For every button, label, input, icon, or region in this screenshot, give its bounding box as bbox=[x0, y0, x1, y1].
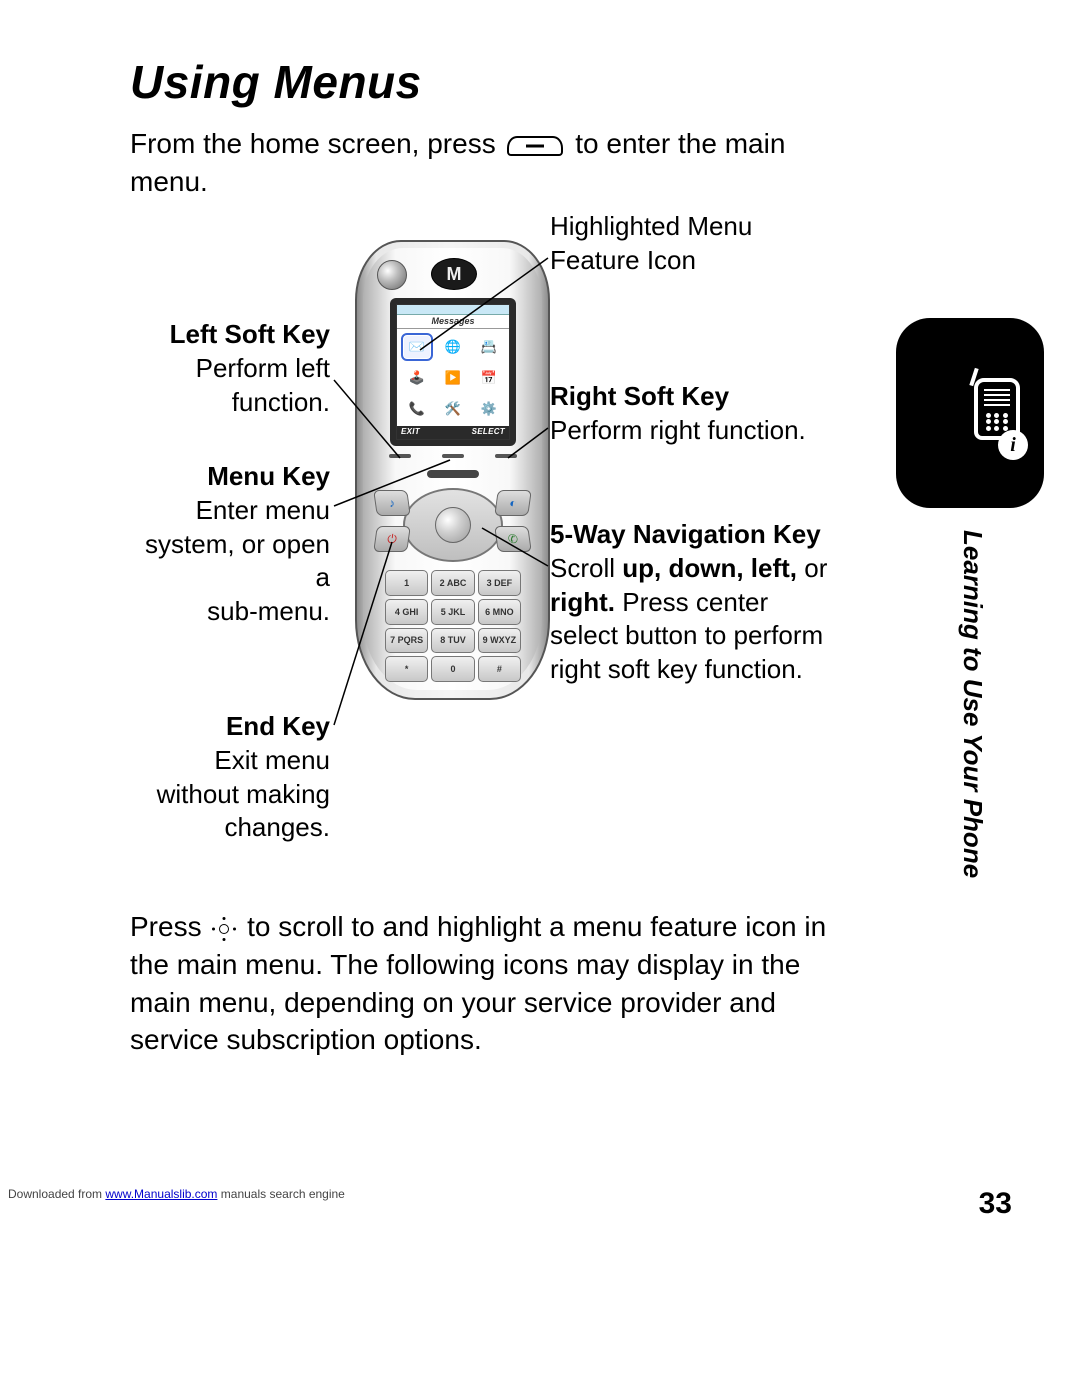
label-5way-body: Scroll up, down, left, or right. Press c… bbox=[550, 552, 830, 687]
keypad: 12 ABC3 DEF 4 GHI5 JKL6 MNO 7 PQRS8 TUV9 W… bbox=[385, 570, 521, 682]
label-menu-key: Menu Key Enter menu system, or open a su… bbox=[130, 460, 330, 629]
menu-app-icon: 🛠️ bbox=[440, 398, 466, 420]
keypad-key: 6 MNO bbox=[478, 599, 521, 625]
label-5way-key: 5-Way Navigation Key Scroll up, down, le… bbox=[550, 518, 830, 687]
label-menu-key-body: Enter menu system, or open a sub-menu. bbox=[130, 494, 330, 629]
menu-app-icon: 📞 bbox=[404, 398, 430, 420]
phone-screen: Messages ✉️ 🌐 📇 🕹️ ▶️ 📅 📞 🛠️ ⚙️ EXIT SELECT bbox=[390, 298, 516, 446]
soft-right-label: SELECT bbox=[472, 427, 505, 438]
camera-lens-icon bbox=[377, 260, 407, 290]
intro-text: From the home screen, press to enter the… bbox=[130, 125, 860, 201]
t: or bbox=[797, 553, 827, 583]
menu-app-icon: 📇 bbox=[476, 336, 502, 358]
right-soft-key-button bbox=[495, 454, 517, 458]
music-key-icon: ♪ bbox=[373, 490, 411, 516]
menu-grid: ✉️ 🌐 📇 🕹️ ▶️ 📅 📞 🛠️ ⚙️ bbox=[397, 329, 509, 426]
soft-key-bar: EXIT SELECT bbox=[397, 426, 509, 439]
screen-title: Messages bbox=[397, 315, 509, 329]
label-highlighted-icon: Highlighted Menu Feature Icon bbox=[550, 210, 770, 278]
footer-prefix: Downloaded from bbox=[8, 1187, 105, 1201]
label-end-key-title: End Key bbox=[130, 710, 330, 744]
menu-key-button bbox=[442, 454, 464, 458]
menu-app-icon: ▶️ bbox=[440, 367, 466, 389]
soft-left-label: EXIT bbox=[401, 427, 420, 438]
keypad-key: 5 JKL bbox=[431, 599, 474, 625]
menu-app-icon: 🌐 bbox=[440, 336, 466, 358]
info-badge-icon: i bbox=[998, 430, 1028, 460]
keypad-key: 9 WXYZ bbox=[478, 628, 521, 654]
label-highlighted-body: Highlighted Menu Feature Icon bbox=[550, 210, 770, 278]
speaker-icon bbox=[427, 470, 479, 478]
footer: Downloaded from www.Manualslib.com manua… bbox=[8, 1187, 345, 1201]
menu-app-icon: ✉️ bbox=[404, 336, 430, 358]
label-end-key: End Key Exit menu without making changes… bbox=[130, 710, 330, 845]
label-right-soft-key-body: Perform right function. bbox=[550, 414, 810, 448]
status-bar bbox=[397, 305, 509, 315]
end-key-button: ⏻ bbox=[373, 526, 411, 552]
left-soft-key-button bbox=[389, 454, 411, 458]
menu-key-icon bbox=[507, 136, 563, 156]
keypad-key: * bbox=[385, 656, 428, 682]
motorola-logo-icon: M bbox=[431, 258, 477, 290]
footer-suffix: manuals search engine bbox=[221, 1187, 345, 1201]
menu-app-icon: ⚙️ bbox=[476, 398, 502, 420]
keypad-key: # bbox=[478, 656, 521, 682]
section-name: Learning to Use Your Phone bbox=[957, 530, 988, 878]
label-left-soft-key-body: Perform left function. bbox=[130, 352, 330, 420]
label-5way-title: 5-Way Navigation Key bbox=[550, 518, 830, 552]
label-end-key-body: Exit menu without making changes. bbox=[130, 744, 330, 845]
phone-illustration: M Messages ✉️ 🌐 📇 🕹️ ▶️ 📅 📞 🛠️ ⚙️ EXIT SELECT ♪ bbox=[355, 240, 550, 700]
label-menu-key-title: Menu Key bbox=[130, 460, 330, 494]
phone-diagram: Left Soft Key Perform left function. Men… bbox=[130, 210, 860, 890]
browser-key-icon: ◐ bbox=[494, 490, 532, 516]
footer-link[interactable]: www.Manualslib.com bbox=[105, 1187, 217, 1201]
keypad-key: 2 ABC bbox=[431, 570, 474, 596]
keypad-key: 0 bbox=[431, 656, 474, 682]
body-before: Press bbox=[130, 911, 209, 942]
nav-center-button bbox=[435, 507, 471, 543]
keypad-key: 7 PQRS bbox=[385, 628, 428, 654]
keypad-key: 3 DEF bbox=[478, 570, 521, 596]
page-title: Using Menus bbox=[130, 55, 422, 109]
label-right-soft-key: Right Soft Key Perform right function. bbox=[550, 380, 810, 448]
t: up, down, left, bbox=[622, 553, 797, 583]
t: Scroll bbox=[550, 553, 622, 583]
keypad-key: 4 GHI bbox=[385, 599, 428, 625]
label-right-soft-key-title: Right Soft Key bbox=[550, 380, 810, 414]
menu-app-icon: 📅 bbox=[476, 367, 502, 389]
page-number: 33 bbox=[979, 1187, 1012, 1221]
menu-app-icon: 🕹️ bbox=[404, 367, 430, 389]
label-left-soft-key-title: Left Soft Key bbox=[130, 318, 330, 352]
nav-cluster bbox=[403, 488, 503, 562]
label-left-soft-key: Left Soft Key Perform left function. bbox=[130, 318, 330, 419]
keypad-key: 8 TUV bbox=[431, 628, 474, 654]
intro-before: From the home screen, press bbox=[130, 128, 503, 159]
send-key-button: ✆ bbox=[494, 526, 532, 552]
t: right. bbox=[550, 587, 615, 617]
nav-key-icon bbox=[213, 918, 235, 940]
keypad-key: 1 bbox=[385, 570, 428, 596]
body-text: Press to scroll to and highlight a menu … bbox=[130, 908, 860, 1059]
